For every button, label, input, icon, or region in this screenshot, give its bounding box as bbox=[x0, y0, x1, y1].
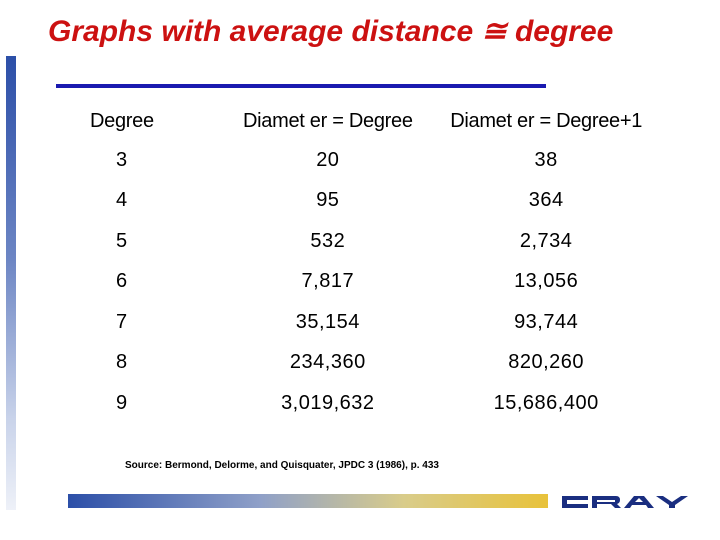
table-cell: 38 bbox=[534, 148, 558, 171]
table-row: 6 7,817 13,056 bbox=[60, 262, 660, 303]
column-header: Diamet er = Degree+1 bbox=[450, 109, 643, 132]
column-header: Degree bbox=[90, 109, 154, 132]
table-cell: 3,019,632 bbox=[281, 391, 375, 414]
table-row: 5 532 2,734 bbox=[60, 221, 660, 262]
table-cell: 13,056 bbox=[514, 270, 579, 293]
table-row: 8 234,360 820,260 bbox=[60, 343, 660, 384]
table-row: 9 3,019,632 15,686,400 bbox=[60, 383, 660, 424]
table-cell: 95 bbox=[316, 189, 340, 212]
cray-logo bbox=[562, 496, 688, 508]
table-cell: 364 bbox=[528, 189, 564, 212]
table-cell: 234,360 bbox=[289, 351, 366, 374]
table-cell: 7 bbox=[116, 310, 128, 333]
table-cell: 20 bbox=[316, 148, 340, 171]
column-header: Diamet er = Degree bbox=[242, 109, 413, 132]
table-cell: 820,260 bbox=[508, 351, 585, 374]
footer-gradient-bar bbox=[68, 494, 548, 508]
table-cell: 9 bbox=[116, 391, 128, 414]
table-cell: 6 bbox=[116, 270, 128, 293]
table-cell: 8 bbox=[116, 351, 128, 374]
title-underline bbox=[56, 84, 546, 88]
left-accent-bar bbox=[6, 56, 16, 510]
table-cell: 5 bbox=[116, 229, 128, 252]
table-row: 3 20 38 bbox=[60, 140, 660, 181]
table-cell: 93,744 bbox=[514, 310, 579, 333]
table-cell: 2,734 bbox=[519, 229, 573, 252]
table-cell: 532 bbox=[310, 229, 346, 252]
table-cell: 15,686,400 bbox=[493, 391, 599, 414]
table-header-row: Degree Diamet er = Degree Diamet er = De… bbox=[60, 102, 660, 140]
data-table: Degree Diamet er = Degree Diamet er = De… bbox=[60, 102, 660, 424]
table-cell: 4 bbox=[116, 189, 128, 212]
source-citation: Source: Bermond, Delorme, and Quisquater… bbox=[125, 460, 439, 471]
table-cell: 3 bbox=[116, 148, 128, 171]
table-row: 7 35,154 93,744 bbox=[60, 302, 660, 343]
table-row: 4 95 364 bbox=[60, 181, 660, 222]
slide-title: Graphs with average distance ≅ degree bbox=[48, 15, 614, 48]
table-cell: 35,154 bbox=[295, 310, 360, 333]
table-cell: 7,817 bbox=[301, 270, 355, 293]
